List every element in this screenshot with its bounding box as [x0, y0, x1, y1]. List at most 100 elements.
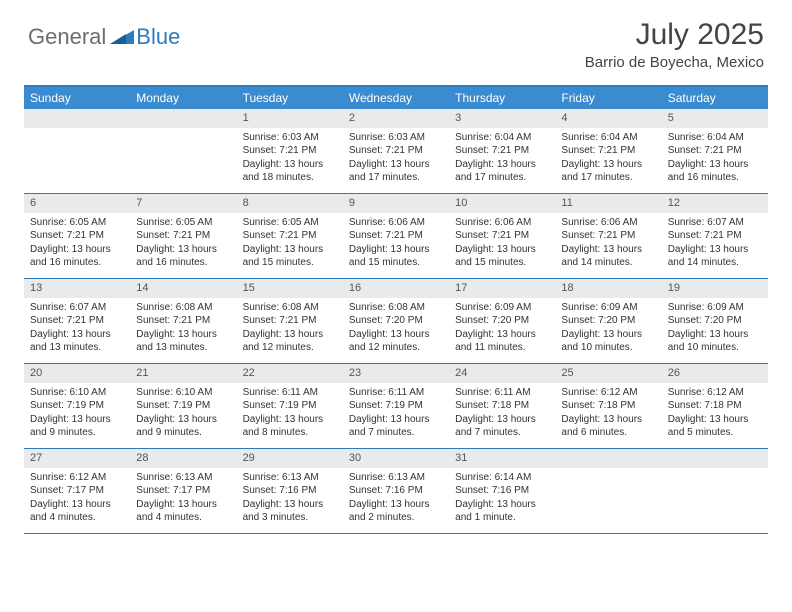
sunrise-line: Sunrise: 6:14 AM	[455, 471, 549, 485]
sunrise-line: Sunrise: 6:09 AM	[561, 301, 655, 315]
day-cell: 19Sunrise: 6:09 AMSunset: 7:20 PMDayligh…	[662, 279, 768, 363]
day-content: Sunrise: 6:13 AMSunset: 7:17 PMDaylight:…	[130, 468, 236, 529]
sunset-line: Sunset: 7:19 PM	[349, 399, 443, 413]
weekday-cell: Thursday	[449, 87, 555, 109]
weekday-header-row: SundayMondayTuesdayWednesdayThursdayFrid…	[24, 87, 768, 109]
sunrise-line: Sunrise: 6:03 AM	[243, 131, 337, 145]
day-number: 5	[662, 109, 768, 128]
sunset-line: Sunset: 7:16 PM	[455, 484, 549, 498]
logo: General Blue	[28, 24, 180, 50]
weekday-cell: Saturday	[662, 87, 768, 109]
sunset-line: Sunset: 7:21 PM	[136, 229, 230, 243]
day-content: Sunrise: 6:05 AMSunset: 7:21 PMDaylight:…	[237, 213, 343, 274]
sunrise-line: Sunrise: 6:05 AM	[136, 216, 230, 230]
weekday-cell: Monday	[130, 87, 236, 109]
calendar-grid: SundayMondayTuesdayWednesdayThursdayFrid…	[24, 85, 768, 534]
daylight-line: Daylight: 13 hours and 3 minutes.	[243, 498, 337, 525]
title-block: July 2025 Barrio de Boyecha, Mexico	[585, 18, 764, 71]
day-cell: 27Sunrise: 6:12 AMSunset: 7:17 PMDayligh…	[24, 449, 130, 533]
day-cell: 29Sunrise: 6:13 AMSunset: 7:16 PMDayligh…	[237, 449, 343, 533]
day-cell: 17Sunrise: 6:09 AMSunset: 7:20 PMDayligh…	[449, 279, 555, 363]
day-cell: 28Sunrise: 6:13 AMSunset: 7:17 PMDayligh…	[130, 449, 236, 533]
day-content: Sunrise: 6:07 AMSunset: 7:21 PMDaylight:…	[24, 298, 130, 359]
sunset-line: Sunset: 7:20 PM	[349, 314, 443, 328]
day-number: 21	[130, 364, 236, 383]
sunset-line: Sunset: 7:16 PM	[243, 484, 337, 498]
day-content: Sunrise: 6:04 AMSunset: 7:21 PMDaylight:…	[555, 128, 661, 189]
sunset-line: Sunset: 7:21 PM	[455, 229, 549, 243]
day-number: 1	[237, 109, 343, 128]
day-number: 8	[237, 194, 343, 213]
day-number: 29	[237, 449, 343, 468]
day-cell: 16 Sunrise: 6:08 AMSunset: 7:20 PMDayligh…	[343, 279, 449, 363]
day-content: Sunrise: 6:14 AMSunset: 7:16 PMDaylight:…	[449, 468, 555, 529]
daylight-line: Daylight: 13 hours and 12 minutes.	[243, 328, 337, 355]
day-number: 2	[343, 109, 449, 128]
day-number: 13	[24, 279, 130, 298]
sunrise-line: Sunrise: 6:12 AM	[561, 386, 655, 400]
page-title: July 2025	[585, 18, 764, 52]
daylight-line: Daylight: 13 hours and 13 minutes.	[136, 328, 230, 355]
sunrise-line: Sunrise: 6:08 AM	[136, 301, 230, 315]
day-cell	[662, 449, 768, 533]
day-cell: 13Sunrise: 6:07 AMSunset: 7:21 PMDayligh…	[24, 279, 130, 363]
sunset-line: Sunset: 7:19 PM	[30, 399, 124, 413]
day-cell: 21Sunrise: 6:10 AMSunset: 7:19 PMDayligh…	[130, 364, 236, 448]
daylight-line: Daylight: 13 hours and 15 minutes.	[349, 243, 443, 270]
day-content: Sunrise: 6:04 AMSunset: 7:21 PMDaylight:…	[662, 128, 768, 189]
day-cell: 8Sunrise: 6:05 AMSunset: 7:21 PMDaylight…	[237, 194, 343, 278]
sunrise-line: Sunrise: 6:13 AM	[136, 471, 230, 485]
day-cell: 1 Sunrise: 6:03 AMSunset: 7:21 PMDaylight…	[237, 109, 343, 193]
daylight-line: Daylight: 13 hours and 4 minutes.	[136, 498, 230, 525]
day-cell: 18Sunrise: 6:09 AMSunset: 7:20 PMDayligh…	[555, 279, 661, 363]
day-cell: 2Sunrise: 6:03 AMSunset: 7:21 PMDaylight…	[343, 109, 449, 193]
day-number: 28	[130, 449, 236, 468]
sunrise-line: Sunrise: 6:06 AM	[455, 216, 549, 230]
day-cell: 5Sunrise: 6:04 AMSunset: 7:21 PMDaylight…	[662, 109, 768, 193]
header: General Blue July 2025 Barrio de Boyecha…	[0, 0, 792, 79]
day-number: 31	[449, 449, 555, 468]
daylight-line: Daylight: 13 hours and 16 minutes.	[30, 243, 124, 270]
sunrise-line: Sunrise: 6:07 AM	[668, 216, 762, 230]
sunrise-line: Sunrise: 6:03 AM	[349, 131, 443, 145]
sunrise-line: Sunrise: 6:04 AM	[561, 131, 655, 145]
daylight-line: Daylight: 13 hours and 7 minutes.	[455, 413, 549, 440]
sunset-line: Sunset: 7:21 PM	[136, 314, 230, 328]
day-cell: 7Sunrise: 6:05 AMSunset: 7:21 PMDaylight…	[130, 194, 236, 278]
day-number: 14	[130, 279, 236, 298]
week-row: 13Sunrise: 6:07 AMSunset: 7:21 PMDayligh…	[24, 279, 768, 364]
day-number	[130, 109, 236, 128]
sunset-line: Sunset: 7:19 PM	[136, 399, 230, 413]
day-cell: 4Sunrise: 6:04 AMSunset: 7:21 PMDaylight…	[555, 109, 661, 193]
day-number: 25	[555, 364, 661, 383]
day-content: Sunrise: 6:06 AMSunset: 7:21 PMDaylight:…	[449, 213, 555, 274]
day-content: Sunrise: 6:12 AMSunset: 7:18 PMDaylight:…	[662, 383, 768, 444]
daylight-line: Daylight: 13 hours and 9 minutes.	[30, 413, 124, 440]
week-row: 20Sunrise: 6:10 AMSunset: 7:19 PMDayligh…	[24, 364, 768, 449]
location-label: Barrio de Boyecha, Mexico	[585, 54, 764, 71]
daylight-line: Daylight: 13 hours and 6 minutes.	[561, 413, 655, 440]
weekday-cell: Wednesday	[343, 87, 449, 109]
sunset-line: Sunset: 7:18 PM	[455, 399, 549, 413]
day-number: 22	[237, 364, 343, 383]
daylight-line: Daylight: 13 hours and 5 minutes.	[668, 413, 762, 440]
logo-text-blue: Blue	[136, 24, 180, 50]
sunrise-line: Sunrise: 6:09 AM	[668, 301, 762, 315]
sunrise-line: Sunrise: 6:04 AM	[668, 131, 762, 145]
sunrise-line: Sunrise: 6:08 AM	[349, 301, 443, 315]
day-number: 17	[449, 279, 555, 298]
day-number: 16	[343, 279, 449, 298]
daylight-line: Daylight: 13 hours and 1 minute.	[455, 498, 549, 525]
day-cell: 3Sunrise: 6:04 AMSunset: 7:21 PMDaylight…	[449, 109, 555, 193]
daylight-line: Daylight: 13 hours and 12 minutes.	[349, 328, 443, 355]
day-number: 27	[24, 449, 130, 468]
sunset-line: Sunset: 7:21 PM	[243, 144, 337, 158]
week-row: 1Sunrise: 6:03 AMSunset: 7:21 PMDaylight…	[24, 109, 768, 194]
day-cell: 30Sunrise: 6:13 AMSunset: 7:16 PMDayligh…	[343, 449, 449, 533]
day-content: Sunrise: 6:06 AMSunset: 7:21 PMDaylight:…	[555, 213, 661, 274]
day-cell	[130, 109, 236, 193]
logo-triangle-icon	[110, 28, 134, 49]
daylight-line: Daylight: 13 hours and 18 minutes.	[243, 158, 337, 185]
sunset-line: Sunset: 7:21 PM	[243, 229, 337, 243]
day-content: Sunrise: 6:11 AMSunset: 7:19 PMDaylight:…	[343, 383, 449, 444]
